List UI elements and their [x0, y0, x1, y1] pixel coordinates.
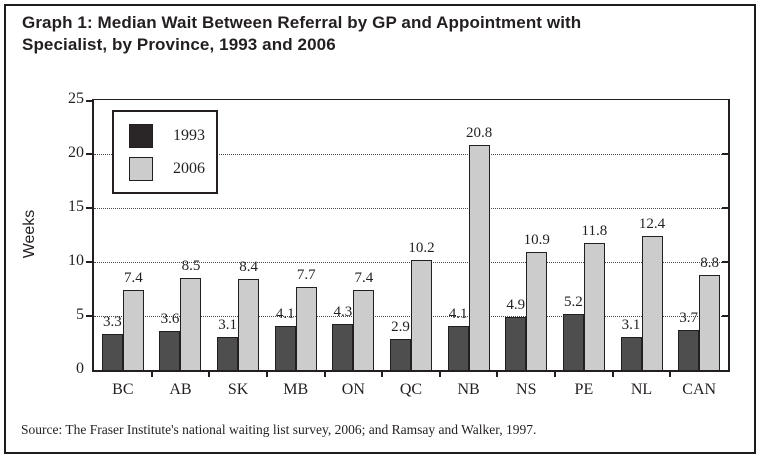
gridline-15	[94, 208, 728, 209]
bar-2006-BC	[122, 290, 144, 370]
y-tick-label-20: 20	[68, 144, 84, 161]
bar-2006-ON	[353, 290, 375, 370]
x-category-label-NB: NB	[457, 381, 480, 398]
x-category-label-QC: QC	[399, 381, 423, 398]
x-boundary-tick-1	[150, 370, 153, 377]
y-tick-label-25: 25	[68, 90, 84, 107]
bar-2006-AB	[180, 278, 202, 370]
value-label-1993-NB: 4.1	[448, 305, 468, 322]
x-category-label-PE: PE	[574, 381, 594, 398]
right-tick-15	[722, 207, 728, 209]
y-tick-label-0: 0	[76, 360, 84, 377]
legend-row-2006: 2006	[129, 156, 216, 181]
left-tick-5	[86, 315, 93, 317]
chart-title-line1: Graph 1: Median Wait Between Referral by…	[22, 13, 582, 32]
x-boundary-tick-4	[323, 370, 326, 377]
x-category-label-NS: NS	[516, 381, 537, 398]
y-tick-label-15: 15	[68, 198, 84, 215]
x-boundary-tick-7	[496, 370, 499, 377]
x-boundary-tick-10	[669, 370, 672, 377]
left-tick-10	[86, 261, 93, 263]
y-axis-label: Weeks	[21, 209, 38, 259]
left-tick-15	[86, 207, 93, 209]
value-label-2006-MB: 7.7	[296, 266, 316, 283]
value-label-2006-ON: 7.4	[354, 270, 374, 287]
y-tick-label-10: 10	[68, 252, 84, 269]
value-label-2006-AB: 8.5	[181, 258, 201, 275]
bar-1993-NL	[620, 336, 642, 370]
value-label-1993-SK: 3.1	[218, 316, 237, 333]
legend-swatch-1993	[129, 123, 153, 148]
x-boundary-tick-5	[381, 370, 384, 377]
source-note: Source: The Fraser Institute's national …	[21, 422, 537, 437]
right-tick-10	[722, 261, 728, 263]
bar-1993-QC	[390, 338, 411, 370]
bar-1993-BC	[101, 334, 123, 370]
bar-1993-PE	[562, 313, 584, 370]
x-boundary-tick-8	[554, 370, 557, 377]
x-boundary-tick-3	[265, 370, 268, 377]
value-label-1993-ON: 4.3	[333, 303, 353, 320]
bar-1993-AB	[159, 331, 181, 370]
value-label-2006-QC: 10.2	[408, 239, 435, 256]
bar-1993-ON	[332, 323, 354, 370]
x-category-label-BC: BC	[112, 381, 134, 398]
value-label-2006-SK: 8.4	[239, 259, 258, 276]
value-label-1993-BC: 3.3	[102, 314, 122, 331]
bar-1993-NS	[505, 317, 527, 370]
legend-label-1993: 1993	[173, 126, 205, 144]
value-label-2006-CAN: 8.8	[700, 254, 720, 271]
x-category-label-SK: SK	[227, 381, 249, 398]
value-label-1993-NS: 4.9	[506, 297, 526, 314]
bar-1993-MB	[274, 325, 296, 370]
left-tick-25	[86, 100, 93, 102]
right-tick-5	[722, 315, 728, 317]
bar-2006-NS	[526, 252, 548, 370]
left-tick-20	[86, 153, 93, 155]
value-label-2006-PE: 11.8	[581, 222, 608, 239]
bar-1993-NB	[447, 325, 469, 370]
x-category-label-MB: MB	[283, 381, 309, 398]
bar-2006-CAN	[699, 274, 721, 370]
x-category-label-AB: AB	[169, 381, 192, 398]
bar-2006-SK	[238, 279, 260, 370]
x-category-label-NL: NL	[630, 381, 653, 398]
right-tick-20	[722, 153, 728, 155]
bar-1993-CAN	[678, 330, 700, 370]
bar-2006-QC	[411, 259, 432, 370]
value-label-1993-CAN: 3.7	[679, 310, 699, 327]
x-boundary-tick-2	[208, 370, 211, 377]
y-tick-label-5: 5	[76, 306, 84, 323]
value-label-2006-NB: 20.8	[466, 125, 493, 142]
x-category-label-ON: ON	[341, 381, 365, 398]
value-label-2006-BC: 7.4	[123, 270, 143, 287]
legend-label-2006: 2006	[173, 159, 205, 177]
value-label-1993-MB: 4.1	[275, 305, 295, 322]
x-category-label-CAN: CAN	[682, 381, 717, 398]
legend-row-1993: 1993	[129, 123, 216, 148]
chart-title: Graph 1: Median Wait Between Referral by…	[22, 12, 702, 56]
value-label-2006-NS: 10.9	[523, 232, 550, 249]
bar-2006-MB	[295, 286, 317, 370]
plot-area: 1993 2006 3.3 7.4 BC 3.6 8.5 AB 3.1 8.4 SK 4.1 7.7 M…	[86, 99, 730, 398]
value-label-1993-QC: 2.9	[391, 318, 410, 335]
chart-title-line2: Specialist, by Province, 1993 and 2006	[22, 35, 336, 54]
x-boundary-tick-6	[438, 370, 441, 377]
value-label-2006-NL: 12.4	[638, 216, 666, 233]
value-label-1993-NL: 3.1	[621, 316, 641, 333]
x-boundary-tick-9	[611, 370, 614, 377]
bar-1993-SK	[217, 336, 239, 370]
bar-2006-PE	[583, 242, 605, 370]
legend-swatch-2006	[129, 156, 153, 181]
value-label-1993-AB: 3.6	[160, 311, 180, 328]
gridline-20	[94, 154, 728, 155]
bar-2006-NL	[641, 236, 663, 370]
value-label-1993-PE: 5.2	[564, 293, 583, 310]
bar-2006-NB	[468, 145, 490, 370]
legend: 1993 2006	[112, 110, 218, 194]
